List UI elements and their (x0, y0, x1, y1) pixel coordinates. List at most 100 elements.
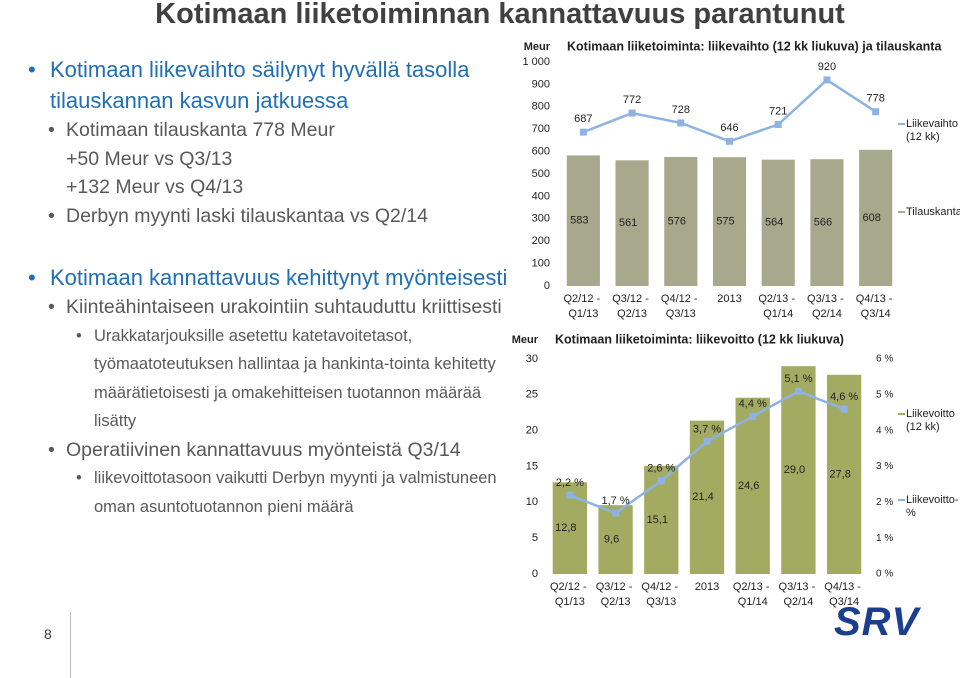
x-tick-label: Q2/13 - Q1/14 (758, 293, 798, 320)
x-tick-label: Q2/12 - Q1/13 (550, 581, 590, 608)
x-tick-label: Q4/13 - Q3/14 (856, 293, 896, 320)
line-marker (612, 509, 620, 517)
x-tick-line: Q3/14 (829, 596, 859, 608)
x-tick-line: Q2/12 - (563, 293, 603, 305)
x-tick-line: Q2/13 (601, 596, 631, 608)
logo: SRV (834, 600, 920, 644)
y2-tick-label: 0 % (876, 569, 893, 580)
bar-value-label: 566 (814, 217, 832, 229)
line-value-label: 1,7 % (602, 495, 630, 507)
y-tick-label: 500 (532, 168, 550, 180)
line-value-label: 2,6 % (647, 463, 675, 475)
divider (70, 612, 71, 678)
x-tick-line: Q1/13 (555, 596, 585, 608)
x-tick-line: Q4/12 - (641, 581, 681, 593)
line-marker (726, 137, 733, 145)
x-tick-line: Q1/14 (763, 308, 793, 320)
y-tick-label: 5 (532, 532, 538, 544)
y-tick-label: 700 (532, 123, 550, 135)
y2-tick-label: 2 % (876, 497, 893, 508)
bar-value-label: 29,0 (784, 464, 805, 476)
bullet: Urakkatarjouksille asetettu katetavoitet… (28, 322, 508, 436)
x-tick-line: Q2/12 - (550, 581, 590, 593)
line-value-label: 3,7 % (693, 423, 721, 435)
x-tick-label: Q3/12 - Q2/13 (612, 293, 652, 320)
line-marker (840, 405, 848, 413)
bar (859, 149, 893, 286)
legend-entry: Liikevoitto (12 kk) (906, 408, 955, 433)
chart-title: Kotimaan liiketoiminta: liikevaihto (12 … (567, 39, 942, 53)
x-tick-line: Q3/13 (666, 308, 696, 320)
y-tick-label: 200 (532, 235, 550, 247)
y2-tick-label: 1 % (876, 533, 893, 544)
line-value-label: 721 (769, 105, 787, 117)
line-value-label: 646 (720, 122, 738, 134)
x-tick-label: Q4/12 - Q3/13 (661, 293, 701, 320)
line-value-label: 4,4 % (739, 398, 767, 410)
x-tick-line: Q3/13 - (807, 293, 847, 305)
bar (615, 160, 649, 286)
y2-tick-label: 4 % (876, 425, 893, 436)
line-marker (657, 477, 665, 485)
bullet: Kotimaan liikevaihto säilynyt hyvällä ta… (28, 54, 508, 116)
x-tick-line: Q1/13 (568, 308, 598, 320)
line-value-label: 4,6 % (830, 391, 858, 403)
x-tick-label: Q2/12 - Q1/13 (563, 293, 603, 320)
y-tick-label: 400 (532, 190, 550, 202)
x-tick-label: Q3/13 - Q2/14 (779, 581, 819, 608)
x-tick-label: 2013 (717, 293, 741, 305)
line-marker (823, 76, 831, 84)
line-marker (774, 120, 782, 128)
y-tick-label: 1 000 (522, 56, 550, 68)
x-tick-line: Q1/14 (738, 596, 768, 608)
bar (598, 505, 633, 574)
x-tick-line: Q4/13 - (856, 293, 896, 305)
line-value-label: 728 (672, 104, 690, 116)
y-tick-label: 800 (532, 101, 550, 113)
bar-value-label: 12,8 (555, 522, 576, 534)
x-tick-line: Q3/14 (861, 308, 891, 320)
legend-entry: Tilauskanta (906, 206, 960, 218)
y-tick-label: 15 (526, 460, 538, 472)
bullet: +50 Meur vs Q3/13 (66, 147, 233, 170)
bullet: liikevoittotasoon vaikutti Derbyn myynti… (28, 464, 508, 521)
bar-value-label: 575 (716, 216, 734, 228)
x-tick-line: Q2/14 (812, 308, 842, 320)
page-number: 8 (44, 626, 52, 642)
legend-entry: Liikevoitto-% (906, 494, 959, 519)
slide-title: Kotimaan liiketoiminnan kannattavuus par… (155, 0, 845, 30)
y2-tick-label: 5 % (876, 389, 893, 400)
y-axis-unit: Meur (512, 334, 539, 346)
bullet: Kotimaan kannattavuus kehittynyt myöntei… (28, 262, 508, 293)
bullet: Derbyn myynti laski tilauskantaa vs Q2/1… (28, 202, 508, 231)
line-marker (677, 119, 685, 127)
y2-tick-label: 3 % (876, 461, 893, 472)
line-marker (749, 412, 757, 420)
bar (735, 397, 770, 574)
bullet: Kiinteähintaiseen urakointiin suhtaudutt… (28, 293, 508, 322)
x-tick-line: Q3/13 (646, 596, 676, 608)
y-tick-label: 600 (532, 146, 550, 158)
x-tick-line: Q2/13 - (733, 581, 773, 593)
y-tick-label: 100 (532, 258, 550, 270)
line-value-label: 5,1 % (784, 373, 812, 385)
bar-value-label: 15,1 (647, 514, 668, 526)
x-tick-line: Q4/12 - (661, 293, 701, 305)
bar (712, 157, 747, 286)
y-tick-label: 25 (526, 389, 538, 401)
y-tick-label: 20 (526, 425, 538, 437)
y-tick-label: 300 (532, 213, 550, 225)
line-value-label: 772 (623, 94, 641, 106)
bar-value-label: 27,8 (829, 468, 850, 480)
x-tick-line: Q2/14 (783, 596, 813, 608)
line-marker (794, 387, 802, 395)
chart-title: Kotimaan liiketoiminta: liikevoitto (12 … (555, 332, 844, 346)
bar (664, 156, 698, 286)
line-value-label: 778 (866, 93, 884, 105)
y-tick-label: 0 (532, 568, 538, 580)
bar-value-label: 21,4 (692, 491, 713, 503)
bar-value-label: 561 (619, 217, 637, 229)
x-tick-line: Q4/13 - (824, 581, 864, 593)
